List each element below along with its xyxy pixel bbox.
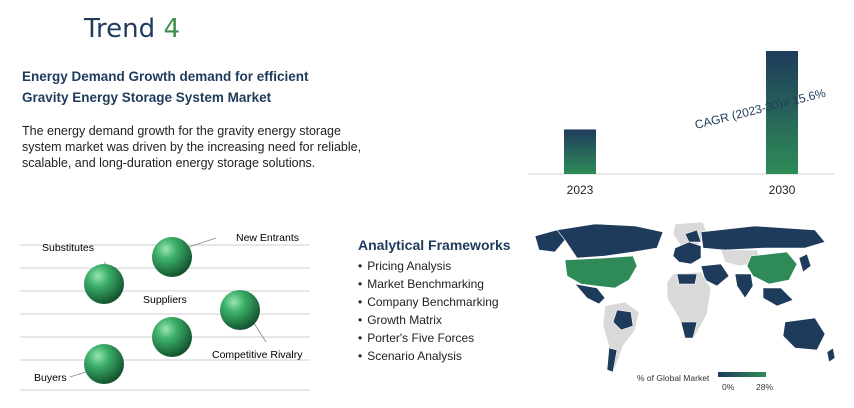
region-alaska	[534, 229, 566, 253]
headline: Energy Demand Growth demand for efficien…	[22, 69, 309, 105]
bar-2030	[766, 51, 798, 174]
region-china	[746, 251, 798, 285]
sphere-new-entrants	[152, 237, 192, 277]
sphere-suppliers	[152, 317, 192, 357]
sphere-buyers	[84, 344, 124, 384]
trend-title: Trend 4	[84, 14, 180, 44]
map-legend-label: % of Global Market	[637, 373, 710, 383]
trend-word: Trend	[84, 14, 156, 44]
frameworks-item: Scenario Analysis	[358, 347, 511, 365]
region-japan	[798, 253, 812, 273]
frameworks-item: Growth Matrix	[358, 311, 511, 329]
x-tick-label: 2023	[567, 183, 594, 197]
region-southeast-asia	[762, 287, 794, 307]
cagr-bar-chart: 2023 2030 CAGR (2023-30)= 15.6%	[528, 51, 834, 197]
porters-five-forces-graphic: New Entrants Substitutes Suppliers Compe…	[20, 232, 310, 391]
region-canada	[556, 223, 664, 259]
cagr-annotation: CAGR (2023-30)= 15.6%	[693, 86, 827, 132]
region-australia	[782, 317, 826, 351]
region-new-zealand	[826, 347, 836, 363]
label-buyers: Buyers	[34, 372, 67, 384]
region-europe	[672, 241, 702, 265]
region-usa	[564, 255, 638, 289]
region-brazil	[612, 309, 634, 331]
bar-2023	[564, 129, 596, 174]
body-text: The energy demand growth for the gravity…	[22, 124, 362, 170]
region-argentina	[606, 347, 618, 373]
map-legend-gradient	[718, 372, 766, 377]
label-competitive-rivalry: Competitive Rivalry	[212, 349, 303, 361]
analytical-frameworks: Analytical Frameworks Pricing Analysis M…	[358, 237, 511, 365]
frameworks-list: Pricing Analysis Market Benchmarking Com…	[358, 257, 511, 365]
world-market-map	[534, 221, 836, 373]
sphere-competitive-rivalry	[220, 290, 260, 330]
frameworks-item: Company Benchmarking	[358, 293, 511, 311]
region-south-africa	[680, 321, 698, 339]
region-mexico	[574, 283, 606, 305]
sphere-substitutes	[84, 264, 124, 304]
label-suppliers: Suppliers	[143, 294, 187, 306]
x-tick-label: 2030	[769, 183, 796, 197]
label-substitutes: Substitutes	[42, 242, 94, 254]
region-india	[734, 273, 754, 299]
frameworks-item: Market Benchmarking	[358, 275, 511, 293]
frameworks-item: Porter's Five Forces	[358, 329, 511, 347]
region-north-africa	[676, 273, 698, 285]
map-legend-max: 28%	[756, 382, 774, 392]
label-new-entrants: New Entrants	[236, 232, 299, 244]
trend-number: 4	[163, 14, 180, 44]
map-legend-min: 0%	[722, 382, 735, 392]
frameworks-item: Pricing Analysis	[358, 257, 511, 275]
region-scandinavia	[684, 229, 702, 243]
frameworks-title: Analytical Frameworks	[358, 237, 511, 253]
region-russia	[700, 225, 826, 251]
